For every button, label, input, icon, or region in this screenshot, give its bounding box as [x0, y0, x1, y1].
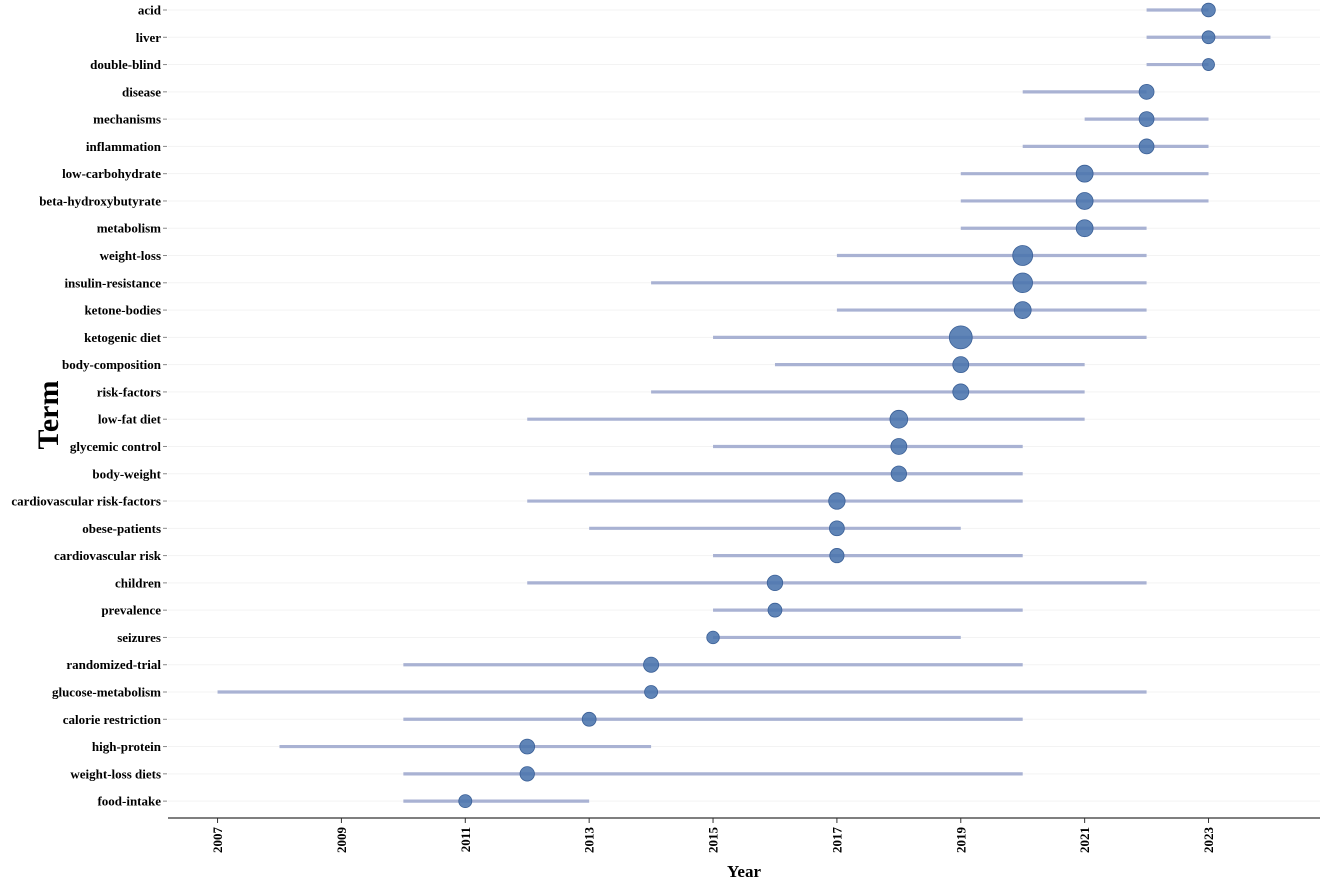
peak-point-cardiovascular-risk: [829, 548, 845, 564]
term-label-liver: liver: [136, 30, 161, 45]
term-label-ketone-bodies: ketone-bodies: [84, 303, 161, 318]
peak-point-liver: [1201, 30, 1216, 45]
peak-point-risk-factors: [952, 383, 970, 401]
term-label-children: children: [115, 575, 162, 590]
x-tick-label-2019: 2019: [953, 827, 968, 854]
term-label-body-weight: body-weight: [92, 466, 161, 481]
term-label-risk-factors: risk-factors: [97, 384, 161, 399]
term-label-glycemic-control: glycemic control: [70, 439, 161, 454]
y-axis-term-labels: acid liver double-blind disease mechanisms in…: [11, 3, 167, 809]
x-tick-label-2023: 2023: [1201, 827, 1216, 854]
peak-point-high-protein: [519, 738, 536, 755]
peak-point-randomized-trial: [643, 656, 660, 673]
peak-point-body-weight: [890, 465, 907, 482]
peak-point-food-intake: [458, 794, 473, 809]
term-label-metabolism: metabolism: [97, 221, 161, 236]
peak-point-children: [766, 574, 784, 592]
term-label-cardiovascular-risk: cardiovascular risk: [54, 548, 162, 563]
peak-point-beta-hydroxybutyrate: [1075, 192, 1094, 210]
term-label-high-protein: high-protein: [92, 739, 162, 754]
term-label-prevalence: prevalence: [101, 603, 161, 618]
term-label-calorie-restriction: calorie restriction: [63, 712, 162, 727]
peak-point-cardiovascular-risk-factors: [828, 492, 846, 510]
peak-point-metabolism: [1075, 219, 1094, 238]
peak-point-insulin-resistance: [1012, 272, 1033, 294]
term-label-beta-hydroxybutyrate: beta-hydroxybutyrate: [39, 193, 161, 208]
term-label-double-blind: double-blind: [90, 57, 162, 72]
peak-point-disease: [1138, 83, 1155, 100]
peak-point-ketone-bodies: [1013, 301, 1032, 319]
peak-point-glycemic-control: [890, 438, 908, 455]
x-tick-label-2015: 2015: [706, 827, 721, 854]
peak-point-acid: [1201, 2, 1216, 18]
peak-point-seizures: [706, 630, 720, 645]
y-axis-title: Term: [32, 381, 65, 450]
peak-point-weight-loss-diets: [519, 766, 535, 782]
term-label-weight-loss: weight-loss: [100, 248, 161, 263]
peak-point-low-carbohydrate: [1075, 164, 1094, 183]
peak-point-ketogenic-diet: [948, 325, 973, 350]
x-tick-label-2009: 2009: [334, 827, 349, 854]
term-label-ketogenic-diet: ketogenic diet: [84, 330, 162, 345]
peak-point-body-composition: [952, 356, 970, 374]
term-label-glucose-metabolism: glucose-metabolism: [52, 685, 161, 700]
peak-point-glucose-metabolism: [644, 685, 659, 699]
peak-point-double-blind: [1202, 58, 1215, 71]
term-label-acid: acid: [138, 3, 162, 18]
x-tick-label-2007: 2007: [210, 827, 225, 854]
term-label-disease: disease: [122, 84, 161, 99]
x-tick-label-2017: 2017: [829, 827, 844, 854]
gridlines: [168, 9, 1320, 802]
x-axis-title: Year: [727, 862, 761, 881]
x-tick-label-2021: 2021: [1077, 827, 1092, 853]
peak-point-mechanisms: [1138, 111, 1155, 127]
peak-point-obese-patients: [829, 520, 845, 537]
term-label-low-carbohydrate: low-carbohydrate: [62, 166, 161, 181]
peak-point-calorie-restriction: [581, 711, 597, 727]
peak-point-prevalence: [767, 602, 783, 618]
x-tick-label-2011: 2011: [458, 827, 473, 852]
term-label-food-intake: food-intake: [97, 794, 161, 809]
peak-point-weight-loss: [1012, 245, 1034, 266]
peak-point-inflammation: [1138, 138, 1155, 155]
term-label-insulin-resistance: insulin-resistance: [64, 275, 161, 290]
term-label-mechanisms: mechanisms: [93, 112, 161, 127]
term-label-randomized-trial: randomized-trial: [66, 657, 161, 672]
term-label-body-composition: body-composition: [62, 357, 162, 372]
term-label-cardiovascular-risk-factors: cardiovascular risk-factors: [11, 494, 161, 509]
term-label-low-fat-diet: low-fat diet: [98, 412, 162, 427]
x-axis: 2007 2009 2011 2013 2015 2017 2019 2021 2023: [168, 817, 1320, 854]
term-label-obese-patients: obese-patients: [82, 521, 161, 536]
term-label-seizures: seizures: [117, 630, 161, 645]
term-label-weight-loss-diets: weight-loss diets: [70, 766, 161, 781]
x-tick-label-2013: 2013: [582, 827, 597, 854]
term-peak-points: [458, 2, 1216, 809]
term-year-ranges: [217, 8, 1271, 803]
term-label-inflammation: inflammation: [86, 139, 162, 154]
peak-point-low-fat-diet: [889, 409, 909, 429]
